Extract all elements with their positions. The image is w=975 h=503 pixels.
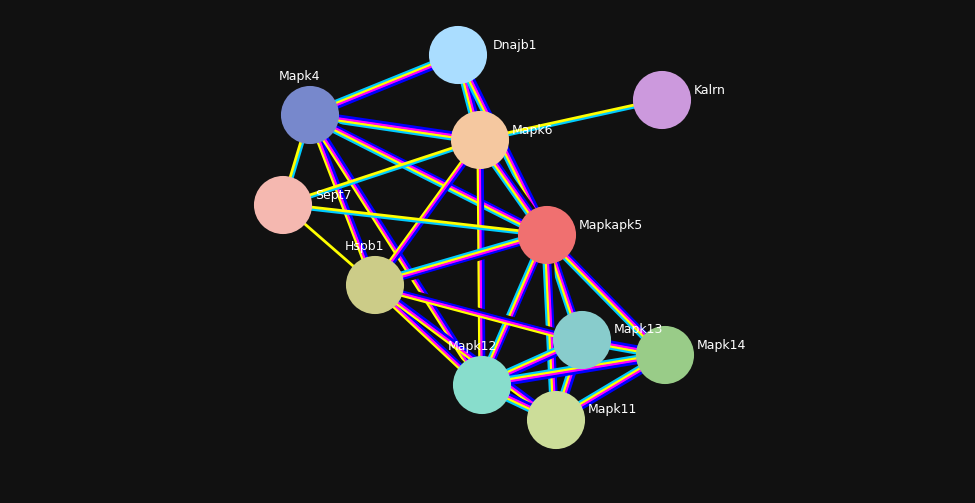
Circle shape bbox=[634, 72, 690, 128]
Text: Kalrn: Kalrn bbox=[694, 83, 725, 97]
Text: Mapk14: Mapk14 bbox=[697, 339, 747, 352]
Circle shape bbox=[430, 27, 486, 83]
Circle shape bbox=[255, 177, 311, 233]
Text: Mapk6: Mapk6 bbox=[512, 124, 554, 136]
Circle shape bbox=[554, 312, 610, 368]
Text: Mapk4: Mapk4 bbox=[279, 70, 321, 83]
Circle shape bbox=[452, 112, 508, 168]
Text: Sept7: Sept7 bbox=[315, 189, 352, 202]
Circle shape bbox=[347, 257, 403, 313]
Text: Dnajb1: Dnajb1 bbox=[493, 39, 537, 51]
Circle shape bbox=[528, 392, 584, 448]
Circle shape bbox=[637, 327, 693, 383]
Circle shape bbox=[519, 207, 575, 263]
Text: Mapkapk5: Mapkapk5 bbox=[579, 218, 644, 231]
Text: Hspb1: Hspb1 bbox=[345, 240, 385, 253]
Circle shape bbox=[282, 87, 338, 143]
Text: Mapk12: Mapk12 bbox=[448, 340, 496, 353]
Text: Mapk13: Mapk13 bbox=[614, 323, 663, 337]
Circle shape bbox=[454, 357, 510, 413]
Text: Mapk11: Mapk11 bbox=[588, 403, 638, 416]
